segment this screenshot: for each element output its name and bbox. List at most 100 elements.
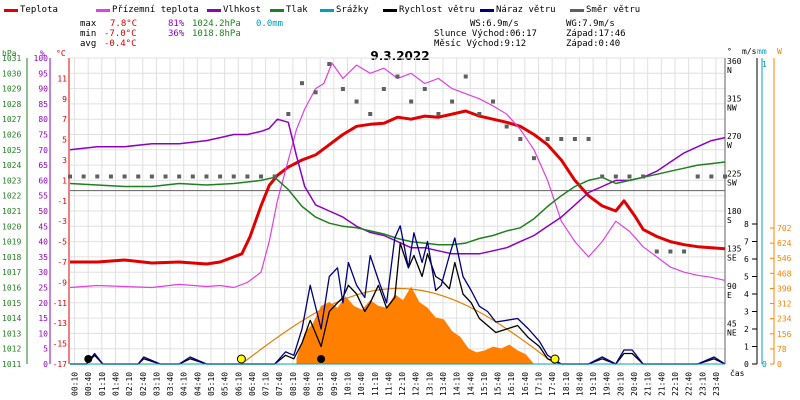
x-tick-label: 02:40 — [139, 372, 148, 396]
x-tick-label: 12:40 — [412, 372, 421, 396]
wind-direction-point — [422, 87, 427, 91]
pressure-tick-label: 1016 — [2, 284, 21, 293]
info-sun: Slunce Východ:06:17 — [434, 29, 537, 39]
x-tick-label: 11:10 — [371, 372, 380, 396]
x-axis-label: čas — [730, 368, 745, 378]
stats-block: max 7.8°C 81% 1024.2hPa 0.0mm min -7.0°C… — [80, 19, 283, 49]
wind-direction-point — [395, 74, 400, 79]
solar-tick-label: 78 — [777, 345, 787, 354]
solar-tick-label: 0 — [777, 360, 782, 369]
x-tick-label: 20:10 — [616, 372, 625, 396]
direction-tick-name: NE — [727, 329, 737, 338]
direction-tick-label: 315 — [727, 95, 742, 104]
x-tick-label: 09:40 — [330, 372, 339, 396]
wind-direction-point — [245, 174, 250, 179]
wind-direction-point — [613, 174, 618, 179]
humidity-tick-label: 20 — [38, 299, 48, 308]
wind-direction-point — [491, 99, 496, 104]
sunset-marker — [550, 354, 560, 364]
wind-direction-point — [504, 124, 509, 129]
humidity-tick-label: 80 — [38, 115, 48, 124]
pressure-tick-label: 1031 — [2, 54, 21, 63]
x-tick-label: 14:10 — [453, 372, 462, 396]
wind-direction-point — [204, 174, 209, 179]
temperature-tick-label: -17 — [53, 360, 68, 369]
wind-direction-point — [654, 249, 659, 254]
direction-tick-name: S — [727, 216, 732, 225]
wind-direction-point — [572, 137, 577, 141]
x-tick-label: 01:40 — [111, 372, 120, 396]
humidity-tick-label: 90 — [38, 85, 48, 94]
x-tick-label: 10:10 — [343, 372, 352, 396]
info-moonset: Západ:0:40 — [566, 39, 620, 49]
pressure-tick-label: 1019 — [2, 238, 21, 247]
humidity-tick-label: 85 — [38, 100, 48, 109]
temperature-tick-label: 7 — [62, 115, 67, 124]
x-tick-label: 21:40 — [657, 372, 666, 396]
rain-axis-unit: mm — [757, 47, 767, 56]
solar-tick-label: 312 — [777, 300, 792, 309]
markers — [84, 354, 560, 364]
humidity-tick-label: 50 — [38, 207, 48, 216]
x-tick-label: 13:40 — [439, 372, 448, 396]
wind-direction-point — [259, 174, 264, 179]
legend-item-humidity: Vlhkost — [207, 5, 261, 15]
wind-direction-point — [559, 137, 564, 141]
wind-direction-point — [477, 112, 482, 116]
pressure-line — [69, 161, 726, 246]
info-ws: WS:6.9m/s — [470, 19, 519, 29]
pressure-tick-label: 1025 — [2, 146, 21, 155]
wind-direction-point — [327, 62, 332, 66]
stat-avg-temp: -0.4°C — [104, 39, 137, 49]
temperature-tick-label: -11 — [53, 299, 68, 308]
wind-direction-point — [81, 174, 86, 179]
wind-direction-point — [218, 174, 223, 179]
stat-max-hum: 81% — [168, 19, 185, 29]
legend-item-temperature: Teplota — [4, 5, 58, 15]
info-moon: Měsíc Východ:9:12 — [434, 39, 526, 49]
stat-avg-label: avg — [80, 39, 96, 49]
pressure-tick-label: 1017 — [2, 268, 21, 277]
wind-direction-points — [68, 62, 727, 254]
wind-direction-point — [149, 174, 154, 179]
wind-tick-label: 4 — [744, 290, 749, 299]
direction-tick-label: 270 — [727, 132, 742, 141]
legend-item-wind-direction: Směr větru — [570, 5, 640, 15]
x-tick-label: 08:10 — [289, 372, 298, 396]
stat-max-label: max — [80, 19, 97, 29]
wind-direction-point — [668, 249, 673, 254]
pressure-tick-label: 1026 — [2, 131, 21, 140]
svg-text:Rychlost větru: Rychlost větru — [399, 5, 475, 15]
humidity-tick-label: 60 — [38, 176, 48, 185]
wind-direction-point — [409, 99, 414, 104]
temperature-tick-label: -9 — [57, 278, 67, 287]
pressure-tick-label: 1020 — [2, 222, 21, 231]
x-tick-label: 07:10 — [262, 372, 271, 396]
info-block: WS:6.9m/s WG:7.9m/s Slunce Východ:06:17 … — [434, 19, 626, 49]
x-tick-label: 02:10 — [125, 372, 134, 396]
wind-direction-point — [163, 174, 168, 179]
humidity-tick-label: 95 — [38, 69, 48, 78]
hum-axis-unit: % — [40, 49, 45, 58]
pressure-tick-label: 1030 — [2, 69, 21, 78]
wind-direction-point — [627, 174, 632, 179]
humidity-tick-label: 35 — [38, 253, 48, 262]
wind-direction-point — [600, 174, 605, 179]
legend-item-ground-temperature: Přízemní teplota — [96, 5, 199, 15]
direction-tick-label: 360 — [727, 57, 742, 66]
chart-title: 9.3.2022 — [370, 49, 429, 63]
solar-tick-label: 156 — [777, 330, 792, 339]
wind-tick-label: 7 — [744, 238, 749, 247]
wind-direction-point — [682, 249, 687, 254]
wind-direction-point — [463, 74, 468, 79]
x-tick-label: 06:40 — [248, 372, 257, 396]
direction-axis-unit: ° — [727, 47, 732, 56]
wind-direction-point — [518, 137, 523, 141]
wind-direction-point — [272, 174, 277, 179]
x-tick-label: 04:10 — [180, 372, 189, 396]
temperature-tick-label: 9 — [62, 95, 67, 104]
solar-radiation-area — [296, 286, 534, 364]
pressure-tick-label: 1029 — [2, 85, 21, 94]
wind-tick-label: 2 — [744, 325, 749, 334]
x-tick-label: 15:40 — [494, 372, 503, 396]
